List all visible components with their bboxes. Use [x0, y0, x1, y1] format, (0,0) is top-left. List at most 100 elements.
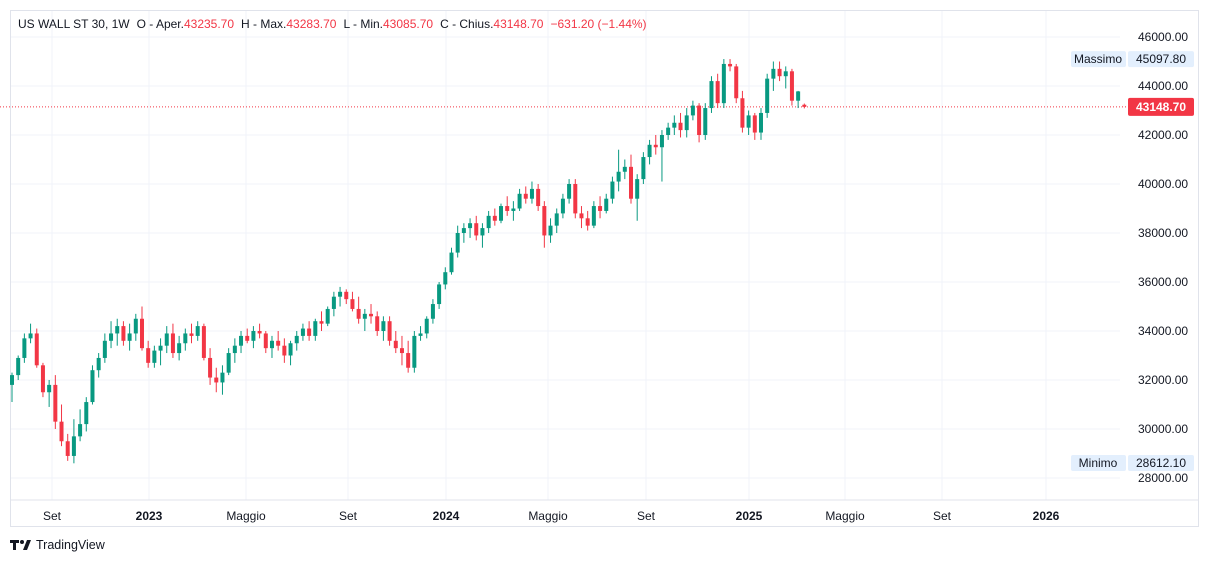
tradingview-logo-icon: [10, 540, 31, 550]
candle: [288, 340, 293, 366]
y-tick-label: 42000.00: [1138, 128, 1188, 142]
candle: [158, 338, 163, 366]
legend-high-label: H - Max.: [241, 17, 287, 31]
footer-brand-text: TradingView: [36, 538, 105, 552]
price-axis[interactable]: 46000.00 44000.00 42000.00 40000.00 38000.00…: [1138, 30, 1188, 485]
candle: [152, 345, 157, 368]
candle: [666, 122, 671, 140]
candle-body: [443, 272, 448, 285]
candle-body: [28, 333, 33, 339]
candle-body: [604, 198, 609, 211]
candle-body: [468, 223, 473, 229]
candle: [461, 223, 466, 243]
footer-brand[interactable]: TradingView: [10, 538, 105, 552]
candle-body: [344, 291, 349, 300]
candle: [28, 323, 33, 344]
candle-body: [542, 206, 547, 236]
candle-body: [517, 193, 522, 209]
candle-body: [412, 335, 417, 368]
candle-body: [523, 193, 528, 199]
current-price-label-text: 43148.70: [1136, 100, 1186, 114]
candle-body: [697, 105, 702, 135]
candle-body: [449, 252, 454, 273]
candle: [393, 331, 398, 354]
candle-body: [591, 206, 596, 226]
y-tick-label: 44000.00: [1138, 79, 1188, 93]
x-tick-label: Set: [637, 509, 656, 523]
legend-low-label: L - Min.: [343, 17, 383, 31]
candle-body: [282, 345, 287, 356]
candle: [653, 135, 658, 155]
candle-body: [703, 108, 708, 135]
candle: [641, 152, 646, 184]
time-axis[interactable]: Set 2023 Maggio Set 2024 Maggio Set 2025 Maggio S…: [11, 499, 1198, 523]
candle-body: [109, 333, 114, 341]
candle: [474, 215, 479, 241]
candle-body: [226, 353, 231, 373]
candle-body: [629, 166, 633, 199]
candle: [40, 362, 45, 398]
x-tick-label: Set: [339, 509, 358, 523]
candle-body: [765, 78, 770, 113]
candle-body: [406, 353, 411, 368]
candle: [468, 218, 473, 238]
candle-body: [10, 375, 14, 385]
candle: [375, 311, 380, 336]
candle: [263, 331, 268, 354]
candle: [59, 404, 64, 447]
legend-symbol[interactable]: US WALL ST 30: [18, 17, 105, 31]
candle-body: [47, 384, 52, 393]
y-tick-label: 34000.00: [1138, 324, 1188, 338]
x-tick-label: Maggio: [825, 509, 865, 523]
candle-body: [418, 333, 423, 336]
candle-body: [573, 184, 578, 214]
candle-body: [96, 357, 101, 371]
min-marker-name: Minimo: [1079, 456, 1118, 470]
candle-body: [232, 345, 237, 354]
candle-body: [746, 115, 751, 128]
candle-body: [789, 71, 794, 101]
y-tick-label: 32000.00: [1138, 373, 1188, 387]
candle: [511, 201, 516, 221]
candle: [690, 100, 695, 121]
y-tick-label: 40000.00: [1138, 177, 1188, 191]
candle: [276, 331, 281, 351]
candle-body: [369, 313, 374, 317]
x-tick-label: Maggio: [528, 509, 568, 523]
candle: [294, 331, 299, 351]
candle-body: [715, 81, 720, 104]
candle: [170, 323, 175, 358]
current-price-label-bg: [1128, 97, 1194, 116]
legend-interval[interactable]: 1W: [111, 17, 130, 31]
candle: [591, 201, 596, 229]
candle: [195, 321, 200, 341]
candle: [703, 103, 708, 140]
candle-body: [115, 326, 120, 334]
candle: [734, 63, 739, 104]
candle-body: [635, 179, 640, 199]
candle: [71, 419, 76, 464]
candle-body: [152, 350, 157, 363]
min-marker: Minimo 28612.10: [1071, 455, 1194, 472]
candle: [307, 321, 312, 341]
candle-body: [684, 115, 689, 131]
candle: [34, 328, 39, 368]
candle-body: [84, 402, 89, 425]
candle-body: [678, 122, 683, 131]
candle: [758, 108, 763, 140]
candle: [579, 206, 584, 229]
candle-body: [300, 328, 305, 336]
candle: [22, 333, 27, 363]
candle-body: [430, 304, 435, 319]
candle-body: [610, 181, 615, 199]
candle: [245, 328, 250, 344]
candle-body: [505, 206, 510, 211]
candle: [659, 130, 664, 182]
legend-close-value: 43148.70: [493, 17, 544, 31]
candle: [622, 159, 627, 180]
current-price-label[interactable]: 43148.70: [1128, 97, 1194, 116]
candle-body: [399, 348, 404, 354]
candle: [183, 328, 188, 351]
candle-body: [214, 377, 219, 383]
